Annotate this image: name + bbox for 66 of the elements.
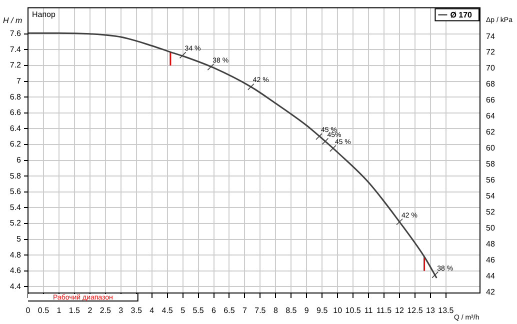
x-tick-label: 1.5 bbox=[68, 306, 81, 316]
y2-tick-label: 46 bbox=[486, 255, 496, 264]
y-tick-label: 4.4 bbox=[10, 282, 22, 291]
y2-tick-label: 72 bbox=[486, 48, 496, 57]
y2-tick-label: 66 bbox=[486, 96, 496, 105]
x-tick-label: 9 bbox=[304, 306, 310, 316]
y2-tick-label: 60 bbox=[486, 144, 496, 153]
y2-tick-label: 42 bbox=[486, 287, 496, 296]
line-series bbox=[28, 32, 438, 279]
y-tick-label: 7.2 bbox=[10, 60, 22, 70]
y2-tick-label: 74 bbox=[486, 32, 496, 41]
x-tick-label: 12 bbox=[395, 306, 405, 316]
y-tick-label: 5 bbox=[16, 234, 22, 244]
x-tick-label: 12.5 bbox=[407, 306, 424, 316]
y2-tick-label: 52 bbox=[486, 208, 496, 217]
y2-tick-label: 48 bbox=[486, 239, 496, 248]
x-tick-label: 3 bbox=[118, 306, 124, 316]
y2-tick-label: 64 bbox=[486, 112, 496, 121]
y-tick-label: 5.8 bbox=[10, 171, 22, 180]
y2-tick-label: 58 bbox=[486, 160, 496, 169]
y2-tick-label: 68 bbox=[486, 80, 496, 89]
y-tick-label: 7 bbox=[16, 76, 22, 86]
x-tick-label: 11.5 bbox=[376, 306, 392, 316]
x-tick-label: 8 bbox=[273, 306, 278, 316]
x-tick-label: 2.5 bbox=[100, 306, 112, 316]
x-tick-label: 11 bbox=[364, 306, 374, 316]
x-tick-label: 6 bbox=[212, 306, 217, 316]
y2-tick-label: 50 bbox=[486, 223, 496, 232]
y-tick-label: 5.6 bbox=[10, 187, 22, 196]
x-tick-label: 2 bbox=[88, 306, 93, 316]
y2-tick-label: 44 bbox=[486, 271, 496, 280]
y-tick-label: 6.8 bbox=[10, 92, 22, 102]
y-tick-label: 7.4 bbox=[10, 44, 22, 54]
x-tick-label: 0.5 bbox=[38, 306, 50, 316]
y2-tick-label: 62 bbox=[486, 128, 496, 137]
x-tick-label: 9.5 bbox=[316, 306, 328, 316]
x-tick-label: 7 bbox=[242, 306, 248, 316]
y-tick-label: 6.2 bbox=[10, 140, 22, 149]
y-tick-label: 5.4 bbox=[10, 202, 22, 212]
x-tick-label: 13.5 bbox=[438, 306, 454, 316]
x-tick-label: 1 bbox=[56, 306, 62, 316]
y-tick-label: 6.6 bbox=[10, 108, 22, 118]
y-tick-label: 6.4 bbox=[10, 124, 22, 133]
x-tick-label: 5.5 bbox=[192, 306, 204, 316]
y-tick-label: 7.6 bbox=[10, 29, 22, 38]
x-tick-label: 5 bbox=[180, 306, 186, 316]
y-tick-label: 4.8 bbox=[10, 250, 22, 260]
y2-tick-label: 56 bbox=[486, 176, 496, 185]
y2-tick-label: 54 bbox=[486, 192, 496, 201]
y-tick-label: 5.2 bbox=[10, 218, 22, 228]
legend-label: Ø 170 bbox=[450, 10, 473, 20]
x-tick-label: 0 bbox=[26, 306, 31, 316]
y-axis-title: H / m bbox=[3, 16, 22, 26]
x-tick-label: 13 bbox=[426, 306, 436, 316]
x-tick-label: 8.5 bbox=[286, 306, 298, 316]
chart-title: Напор bbox=[32, 10, 56, 20]
x-tick-label: 10 bbox=[333, 306, 343, 316]
x-tick-label: 7.5 bbox=[254, 306, 266, 316]
y-tick-label: 6 bbox=[16, 155, 22, 164]
y-tick-label: 4.6 bbox=[10, 266, 22, 276]
x-tick-label: 10.5 bbox=[345, 306, 362, 316]
x-tick-label: 4 bbox=[150, 306, 155, 316]
x-tick-label: 4.5 bbox=[162, 306, 174, 316]
y2-tick-label: 70 bbox=[486, 64, 496, 73]
x-tick-label: 3.5 bbox=[130, 306, 142, 316]
x-tick-label: 6.5 bbox=[224, 306, 236, 316]
